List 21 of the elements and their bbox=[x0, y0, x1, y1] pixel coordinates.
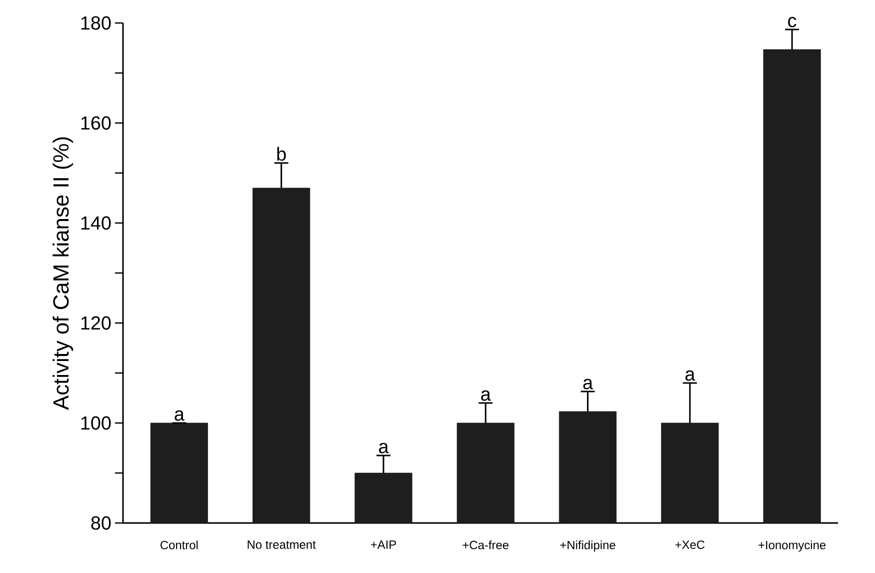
x-tick-label: +AIP bbox=[370, 540, 396, 549]
annotation: a bbox=[174, 410, 184, 421]
y-tick-label: 80 bbox=[91, 516, 111, 530]
x-tick-label: +Ca-free bbox=[462, 540, 508, 550]
annotation: a bbox=[379, 442, 389, 454]
y-tick-label: 120 bbox=[81, 316, 111, 330]
x-tick-label: +Ionomycine bbox=[758, 540, 826, 552]
y-axis-title: Activity of CaM kianse II (%) bbox=[52, 137, 74, 410]
annotation: a bbox=[685, 370, 696, 381]
y-tick-label: 100 bbox=[81, 416, 111, 430]
x-tick-label: +Nifidipine bbox=[560, 540, 616, 552]
y-tick-label: 160 bbox=[81, 116, 111, 130]
annotation: a bbox=[481, 390, 491, 401]
annotation: a bbox=[583, 378, 594, 390]
y-tick-label: 180 bbox=[81, 16, 111, 30]
x-tick-label: Control bbox=[160, 540, 198, 550]
x-tick-label: No treatment bbox=[248, 540, 316, 549]
y-tick-label: 140 bbox=[81, 216, 111, 230]
x-tick-label: +XeC bbox=[675, 540, 705, 549]
annotation: c bbox=[788, 16, 796, 28]
annotation: b bbox=[277, 146, 286, 161]
